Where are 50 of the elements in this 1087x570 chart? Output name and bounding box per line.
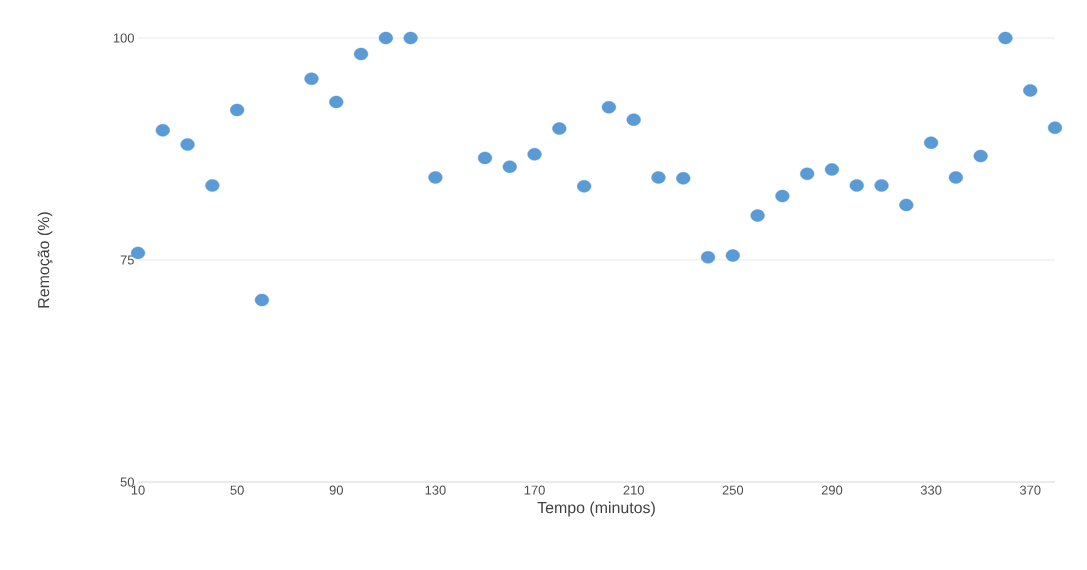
point bbox=[180, 138, 195, 151]
point bbox=[205, 179, 220, 192]
point bbox=[998, 31, 1013, 45]
x-tick-label: 210 bbox=[623, 485, 644, 495]
point bbox=[973, 149, 988, 163]
point bbox=[353, 47, 369, 61]
point bbox=[775, 189, 790, 203]
y-axis-title: Remoção (%) bbox=[37, 212, 53, 308]
x-tick-label: 10 bbox=[131, 485, 145, 495]
point bbox=[378, 31, 393, 45]
point bbox=[1047, 121, 1063, 134]
point bbox=[155, 124, 170, 137]
point bbox=[577, 180, 592, 193]
point bbox=[502, 160, 517, 173]
point bbox=[849, 179, 864, 192]
point bbox=[700, 251, 716, 264]
point bbox=[477, 151, 493, 165]
point bbox=[527, 148, 542, 161]
point bbox=[1023, 84, 1038, 97]
point bbox=[304, 72, 319, 86]
point bbox=[230, 103, 245, 117]
point bbox=[725, 249, 740, 262]
x-tick-label: 370 bbox=[1019, 485, 1041, 495]
x-tick-label: 130 bbox=[425, 485, 446, 495]
x-tick-label: 170 bbox=[524, 485, 545, 495]
point bbox=[948, 171, 963, 184]
point bbox=[254, 293, 270, 307]
point bbox=[899, 198, 914, 212]
x-tick-label: 250 bbox=[722, 485, 744, 495]
point bbox=[552, 122, 567, 135]
x-axis-title: Tempo (minutos) bbox=[537, 501, 655, 517]
x-tick-label: 90 bbox=[329, 485, 343, 495]
point bbox=[403, 31, 418, 45]
point bbox=[626, 113, 641, 126]
y-tick-label: 50 bbox=[120, 477, 134, 487]
point bbox=[329, 95, 344, 109]
y-tick-label: 75 bbox=[120, 255, 134, 265]
x-tick-label: 290 bbox=[821, 485, 843, 495]
x-tick-label: 330 bbox=[920, 485, 942, 495]
point bbox=[676, 172, 691, 185]
point bbox=[923, 136, 939, 149]
x-tick-label: 50 bbox=[230, 485, 244, 495]
point bbox=[651, 171, 666, 184]
point bbox=[750, 209, 765, 222]
point bbox=[601, 101, 616, 114]
point bbox=[428, 171, 443, 184]
point bbox=[800, 167, 815, 181]
point bbox=[874, 179, 889, 192]
y-tick-label: 100 bbox=[113, 33, 134, 43]
point bbox=[824, 163, 840, 176]
